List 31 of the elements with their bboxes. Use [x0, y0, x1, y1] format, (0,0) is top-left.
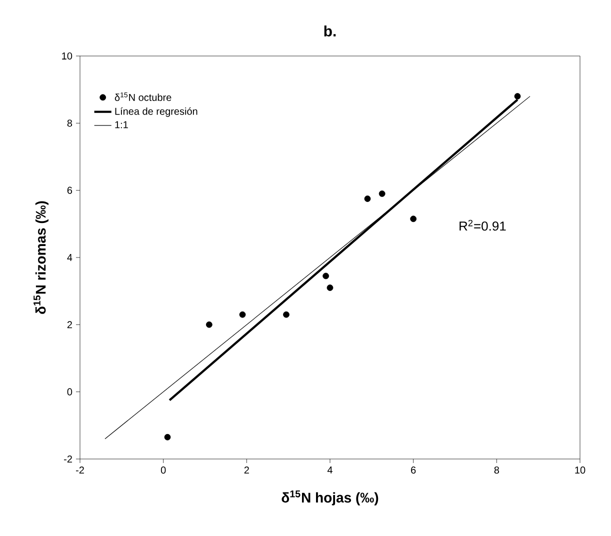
point [410, 216, 417, 222]
legend-label: 1:1 [115, 121, 128, 128]
point [364, 196, 371, 202]
point [164, 434, 171, 440]
y-tick-label: 2 [67, 321, 72, 328]
point [239, 311, 246, 318]
y-tick-label: 4 [67, 254, 72, 261]
point [322, 272, 330, 280]
point [206, 321, 212, 328]
chart-title: b. [324, 25, 336, 36]
y-tick-label: -2 [64, 456, 72, 462]
y-tick-label: 8 [67, 120, 72, 127]
x-tick-label: 10 [575, 466, 586, 474]
y-axis-title: δ$^{15}$N rizomas (‰) [34, 201, 48, 314]
legend-label: Línea de regresión [115, 107, 198, 117]
x-tick-label: 4 [327, 466, 332, 474]
y-tick-label: 10 [62, 52, 72, 60]
point [514, 93, 521, 100]
point [378, 190, 386, 197]
point [326, 284, 334, 291]
x-tick-label: 8 [494, 466, 500, 474]
x-tick-label: 6 [411, 466, 416, 474]
y-tick-label: 6 [67, 186, 72, 194]
annotation: R$^{2}$=0.91 [460, 220, 506, 231]
x-axis-title: δ$^{15}$N hojas (‰) [282, 490, 378, 506]
x-tick-label: 2 [244, 466, 249, 474]
point [283, 311, 290, 318]
legend-label: δ$^{15}$N octubre [114, 92, 172, 101]
x-tick-label: -2 [76, 466, 84, 474]
x-tick-label: 0 [160, 466, 166, 474]
y-tick-label: 0 [67, 388, 72, 396]
